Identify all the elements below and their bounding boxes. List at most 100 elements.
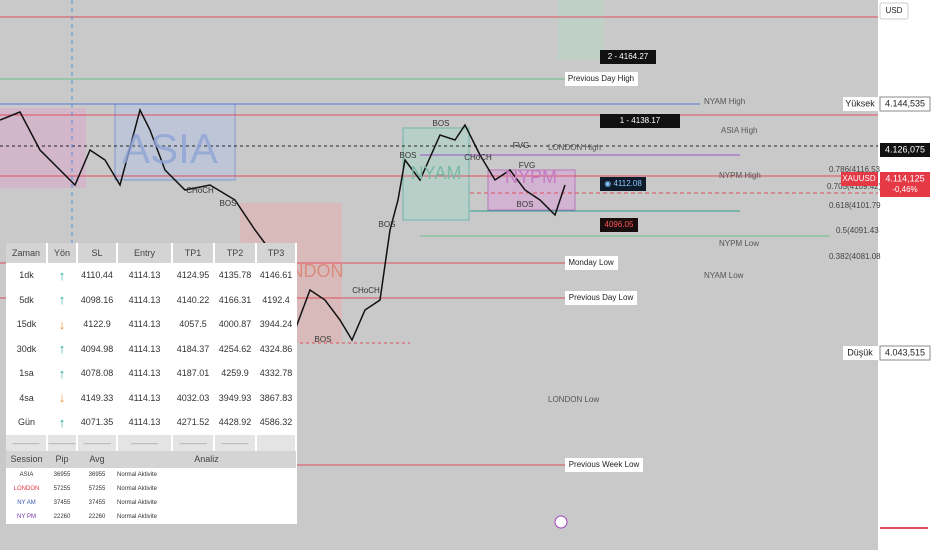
session-cell: NY PM [17,513,36,520]
target-zone [558,0,604,60]
session-cell: 22260 [88,513,106,520]
change: -0,46% [892,185,917,194]
signal-cell: 4094.98 [80,343,114,354]
level-label: Monday Low [568,258,614,267]
label-box [600,114,680,128]
separator: ——— [172,434,215,451]
label-box [600,218,638,232]
header-row: Zaman Yön SL Entry TP1 TP2 TP3 [6,243,297,264]
separator: ——— [77,434,118,451]
session-cell: Normal Aktivite [117,485,158,492]
session-cell: 57255 [53,485,71,492]
fib-label: 0.618(4101.79 [829,201,881,210]
session-row: LONDON 57255 57255 Normal Aktivite [6,482,296,496]
fib-label: 0.5(4091.43 [836,226,879,235]
session-cell: NY AM [17,499,36,506]
bos-label: BOS [379,220,396,229]
signal-cell: 4166.31 [218,294,252,305]
header-cell: Yön [47,243,78,264]
signal-cell: 4098.16 [80,294,114,305]
header-cell: Session [6,450,47,468]
signal-row: 4sa ↓ 4149.33 4114.13 4032.03 3949.93 3867.83 [6,386,296,411]
session-row: NY PM 22260 22260 Normal Aktivite [6,510,296,524]
header-cell: SL [77,243,118,264]
direction: ↑ [58,267,66,283]
signal-cell: 4078.08 [80,368,114,379]
signal-cell: 4057.5 [179,319,207,330]
header-cell: TP3 [256,243,297,264]
session-cell: 36955 [88,471,106,478]
fvg-label: FVG [513,141,529,150]
level-label: Previous Day Low [569,293,634,302]
signal-cell: 3949.93 [218,392,252,403]
low-label: Düşük [847,347,873,357]
signal-cell: 4192.4 [262,294,290,305]
header-cell: Pip [47,450,77,468]
last-value: 4.114,125 [885,173,924,183]
signal-cell: 4110.44 [81,270,113,281]
signal-cell: 3867.83 [259,392,293,403]
session-name: NYAM [411,163,462,183]
signal-cell: 4254.62 [218,343,252,354]
signal-cell: 4135.78 [218,270,252,281]
label-box [565,72,638,86]
direction: ↑ [58,414,66,430]
high-value: 4.144,535 [885,98,925,108]
target-label: 1 - 4138.17 [620,116,661,125]
label-box [879,345,931,361]
currency[interactable]: USD [886,6,903,15]
signal-cell: 4146.61 [259,270,293,281]
session-cell: 37455 [53,499,71,506]
session-cell: Normal Aktivite [117,471,158,478]
separator-row: ——— ——— ——— ——— ——— ——— [6,434,297,451]
choch-label: CHoCH [186,186,214,195]
signal-cell: 4114.13 [128,319,161,330]
signal-cell: 4122.9 [83,319,111,330]
bos-label: BOS [517,200,534,209]
signal-cell: 4114.13 [128,343,161,354]
fib-label: 0.382(4081.08 [829,252,881,261]
signal-cell: 4114.13 [128,392,161,403]
session-cell: 36955 [53,471,71,478]
fib-label: 0.786(4116.53 [829,165,881,174]
session-row: NY AM 37455 37455 Normal Aktivite [6,496,296,510]
fvg-label: FVG [519,161,535,170]
separator [256,434,297,451]
signal-cell: 4271.52 [176,417,210,428]
header-cell: Zaman [6,243,48,264]
label-box [600,177,646,191]
signal-cell: 4259.9 [221,368,249,379]
choch-label: CHoCH [464,153,492,162]
session-cell: 22260 [53,513,71,520]
direction: ↓ [58,316,66,332]
signal-cell: 4114.13 [128,294,161,305]
header-cell: TP2 [214,243,257,264]
label-box [843,97,878,111]
session-cell: ASIA [19,471,34,478]
level-label: Previous Day High [568,74,634,83]
signal-cell: 3944.24 [259,319,293,330]
signal-cell: 1sa [19,368,34,379]
signal-cell: 4032.03 [176,392,210,403]
high-label: Yüksek [845,98,875,108]
header-cell: Avg [77,450,117,468]
direction: ↓ [58,390,66,406]
stop-tag: 4096.05 [605,220,634,229]
signal-row: 30dk ↑ 4094.98 4114.13 4184.37 4254.62 4324.86 [6,337,296,362]
signal-cell: 15dk [16,319,37,330]
label-box [843,346,878,360]
signal-row: 15dk ↓ 4122.9 4114.13 4057.5 4000.87 3944.24 [6,312,296,337]
label-box [565,256,618,270]
signal-cell: 4140.22 [176,294,210,305]
price-scale [878,0,932,550]
level-label: Previous Week Low [569,460,640,469]
signal-cell: 4428.92 [218,417,252,428]
fib-label: 0.705(4109.42) [827,182,882,191]
currency-button[interactable] [879,2,909,20]
session-cell: Normal Aktivite [117,499,158,506]
signal-row: 1dk ↑ 4110.44 4114.13 4124.95 4135.78 4146.61 [6,263,296,288]
line-value: 4.126,075 [885,144,925,154]
signal-cell: 4sa [19,392,34,403]
event-icon[interactable] [554,515,568,529]
